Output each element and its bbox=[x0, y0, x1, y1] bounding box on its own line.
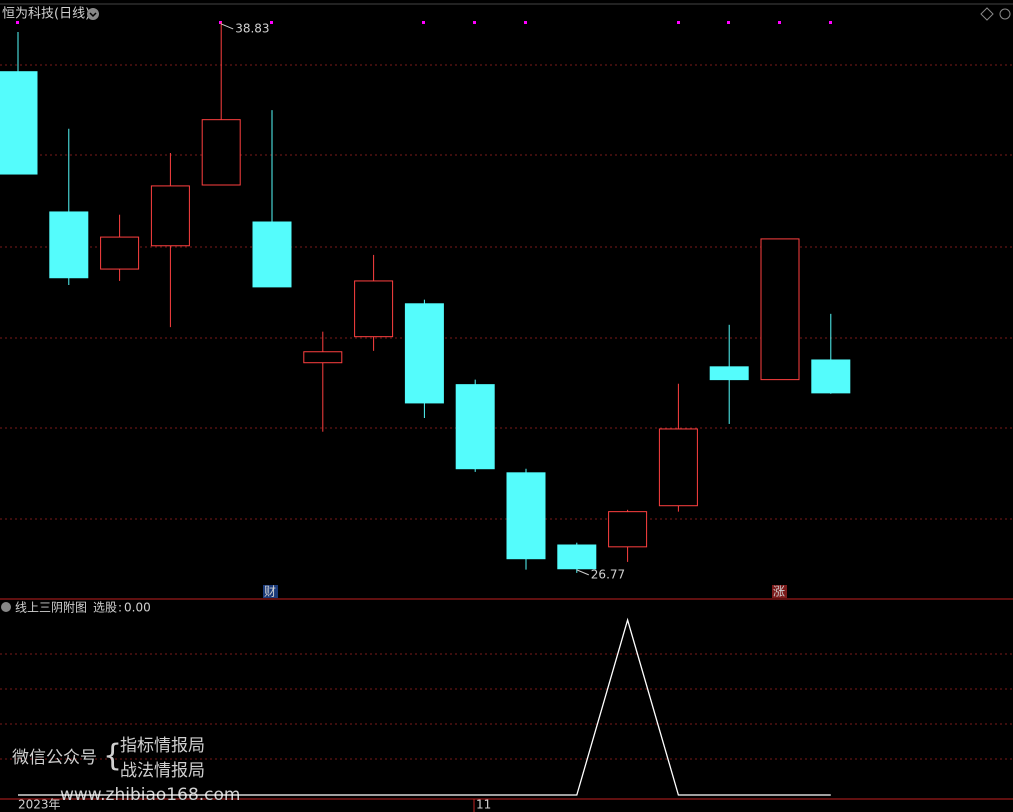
colon: : bbox=[118, 601, 122, 615]
chart-title: 恒为科技(日线) bbox=[2, 7, 90, 22]
signal-dot bbox=[16, 21, 19, 24]
candle-body bbox=[404, 303, 444, 404]
signal-dot bbox=[473, 21, 476, 24]
brace: { bbox=[103, 739, 122, 774]
watermark-line: 战法情报局 bbox=[120, 761, 205, 781]
candle-body bbox=[150, 185, 190, 247]
candle-body bbox=[455, 384, 495, 470]
annotation: 26.77 bbox=[591, 567, 625, 581]
candle-body bbox=[760, 238, 800, 381]
chevron bbox=[89, 12, 97, 18]
candle-body bbox=[709, 366, 749, 381]
event-badge bbox=[772, 585, 787, 598]
candle-body bbox=[557, 544, 597, 570]
candle-body bbox=[201, 119, 241, 186]
watermark-label: 微信公众号 bbox=[12, 748, 97, 768]
signal-dot bbox=[524, 21, 527, 24]
signal-dot bbox=[422, 21, 425, 24]
annotation-arrow bbox=[576, 569, 589, 576]
candle-body bbox=[49, 211, 89, 279]
series-value: 0.00 bbox=[124, 601, 151, 615]
candle-body bbox=[506, 472, 546, 560]
candle-body bbox=[658, 428, 698, 507]
watermark-line: 指标情报局 bbox=[120, 736, 205, 756]
diamond-button[interactable] bbox=[980, 7, 994, 21]
candle-body bbox=[608, 511, 648, 548]
candle-body bbox=[354, 280, 394, 338]
x-label: 2023年 bbox=[18, 798, 61, 812]
menu-button[interactable] bbox=[87, 8, 99, 20]
series-name: 选股 bbox=[93, 601, 117, 615]
indicator-title: 线上三阴附图 bbox=[15, 601, 87, 615]
event-badge bbox=[263, 585, 278, 598]
candle-body bbox=[100, 236, 140, 270]
annotation-arrow bbox=[221, 23, 234, 30]
event-label: 涨 bbox=[773, 584, 785, 599]
candle-body bbox=[811, 359, 851, 394]
candle-body bbox=[303, 351, 343, 364]
candle-body bbox=[252, 221, 292, 288]
signal-dot bbox=[829, 21, 832, 24]
pane-menu-button[interactable] bbox=[1, 602, 11, 612]
signal-dot bbox=[778, 21, 781, 24]
candle-body bbox=[0, 71, 38, 175]
signal-dot bbox=[219, 21, 222, 24]
annotation: 38.83 bbox=[235, 21, 269, 35]
signal-dots bbox=[16, 21, 832, 24]
signal-dot bbox=[677, 21, 680, 24]
event-label: 财 bbox=[264, 585, 276, 599]
indicator-line bbox=[18, 617, 831, 796]
signal-dot bbox=[270, 21, 273, 24]
x-label: 11 bbox=[476, 798, 491, 812]
signal-dot bbox=[727, 21, 730, 24]
settings-button[interactable] bbox=[999, 8, 1011, 20]
